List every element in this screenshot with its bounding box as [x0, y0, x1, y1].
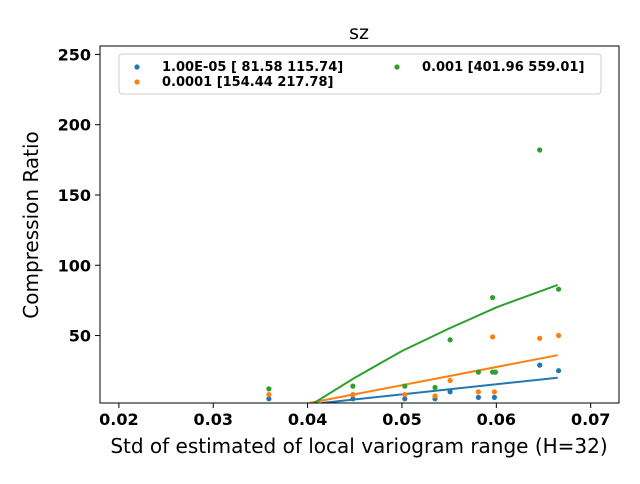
plot-frame [99, 45, 620, 404]
point-series-2-8 [491, 389, 497, 395]
y-tick-label: 50 [69, 327, 91, 346]
point-series-1-8 [537, 362, 543, 368]
x-axis-label: Std of estimated of local variogram rang… [110, 434, 607, 458]
point-series-2-4 [432, 393, 438, 399]
y-axis: 50 100 150 200 250 [58, 45, 100, 346]
point-series-1-6 [475, 394, 481, 400]
point-series-3-5 [447, 337, 453, 343]
x-tick-label: 0.05 [382, 410, 421, 429]
legend-label-series-2: 0.0001 [154.44 217.78] [162, 75, 333, 90]
point-series-1-9 [556, 368, 562, 374]
point-series-3-6 [475, 369, 481, 375]
point-series-1-5 [447, 389, 453, 395]
y-tick-label: 100 [58, 256, 91, 275]
point-series-1-7 [491, 394, 497, 400]
x-tick-label: 0.04 [288, 410, 327, 429]
point-series-2-6 [475, 389, 481, 395]
x-tick-label: 0.07 [571, 410, 610, 429]
point-series-3-3 [402, 383, 408, 389]
legend-marker-series-3 [394, 64, 400, 70]
point-series-3-4 [432, 384, 438, 391]
plot-area [266, 147, 562, 403]
x-axis: 0.02 0.03 0.04 0.05 0.06 0.07 [99, 403, 610, 429]
point-series-2-9 [537, 335, 543, 341]
point-series-2-7 [490, 334, 496, 340]
x-tick-label: 0.03 [193, 410, 232, 429]
y-axis-label: Compression Ratio [19, 131, 43, 318]
legend-marker-series-1 [134, 64, 140, 70]
x-tick-label: 0.06 [477, 410, 516, 429]
point-series-3-9 [492, 369, 498, 375]
legend-label-series-3: 0.001 [401.96 559.01] [422, 60, 584, 75]
x-tick-label: 0.02 [99, 410, 138, 429]
point-series-2-2 [350, 392, 356, 398]
y-tick-label: 250 [58, 45, 91, 64]
fit-line-series-1 [321, 376, 558, 403]
point-series-2-3 [402, 392, 408, 398]
point-series-2-1 [266, 392, 272, 398]
y-tick-label: 200 [58, 116, 91, 135]
fit-line-series-3 [312, 283, 559, 403]
point-series-1-2 [350, 396, 356, 402]
point-series-1-3 [402, 396, 408, 402]
y-tick-label: 150 [58, 186, 91, 205]
point-series-3-11 [556, 286, 562, 292]
legend: 1.00E-05 [ 81.58 115.74]0.0001 [154.44 2… [118, 53, 602, 95]
chart-title: sz [349, 22, 369, 44]
point-series-2-10 [556, 332, 562, 339]
legend-marker-series-2 [134, 79, 140, 85]
point-series-3-10 [537, 147, 543, 153]
point-series-2-5 [447, 377, 453, 384]
point-series-1-1 [266, 396, 272, 402]
point-series-3-7 [490, 295, 496, 301]
point-series-3-2 [350, 383, 356, 389]
legend-box [118, 53, 602, 95]
legend-label-series-1: 1.00E-05 [ 81.58 115.74] [162, 60, 343, 75]
point-series-3-1 [266, 386, 272, 392]
